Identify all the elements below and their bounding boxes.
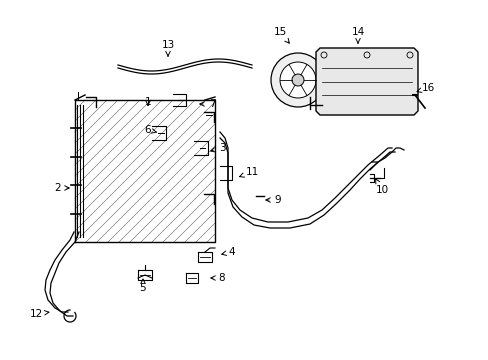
Circle shape bbox=[291, 74, 304, 86]
Circle shape bbox=[280, 62, 315, 98]
Text: 11: 11 bbox=[239, 167, 258, 177]
Text: 3: 3 bbox=[210, 143, 225, 153]
Text: 5: 5 bbox=[140, 279, 146, 293]
Text: 14: 14 bbox=[351, 27, 364, 43]
Text: 2: 2 bbox=[55, 183, 69, 193]
Text: 10: 10 bbox=[375, 179, 388, 195]
Text: 6: 6 bbox=[144, 125, 157, 135]
Text: 13: 13 bbox=[161, 40, 174, 56]
Text: 9: 9 bbox=[265, 195, 281, 205]
Circle shape bbox=[270, 53, 325, 107]
Text: 16: 16 bbox=[416, 83, 434, 93]
Text: 15: 15 bbox=[273, 27, 289, 43]
Text: 12: 12 bbox=[29, 309, 49, 319]
Text: 7: 7 bbox=[200, 99, 215, 109]
Polygon shape bbox=[315, 48, 417, 115]
Text: 8: 8 bbox=[210, 273, 225, 283]
Text: 1: 1 bbox=[144, 97, 151, 107]
Text: 4: 4 bbox=[222, 247, 235, 257]
